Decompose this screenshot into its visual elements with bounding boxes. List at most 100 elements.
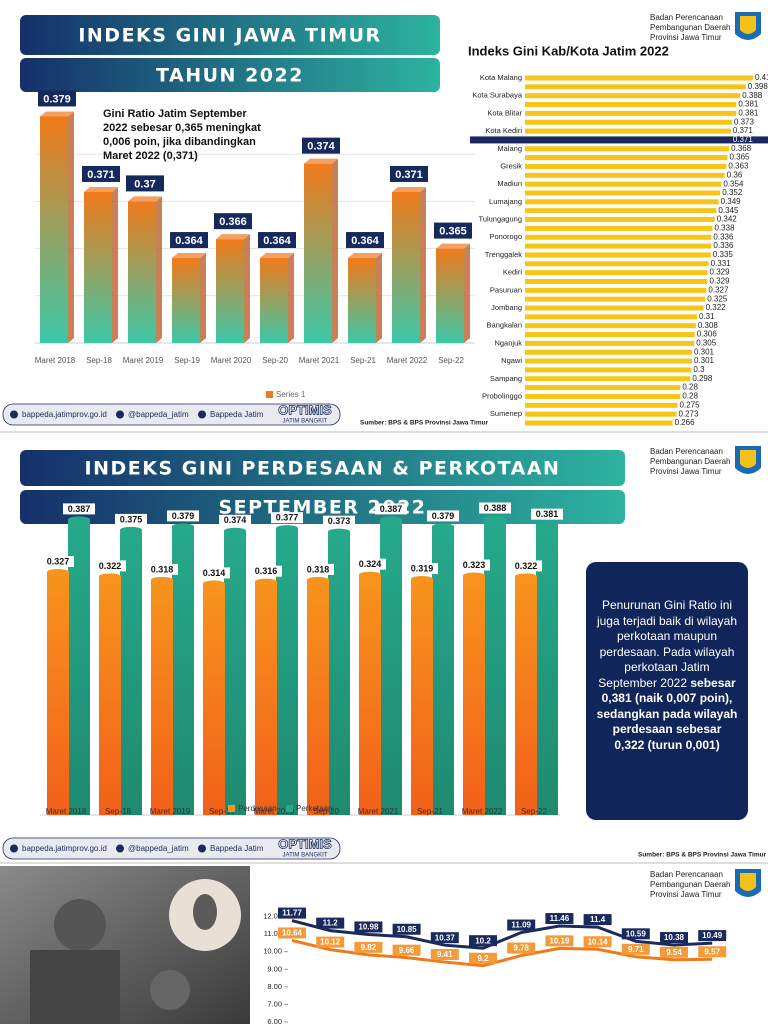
x-tick-label: Sep-20 <box>262 356 288 365</box>
value-label: 0.324 <box>359 559 382 569</box>
value-label: 0.379 <box>43 93 71 105</box>
footer-text: bappeda.jatimprov.go.id <box>22 410 107 419</box>
bar <box>380 519 402 815</box>
value-label: 11.77 <box>282 909 302 918</box>
bar-side <box>376 253 382 343</box>
bar-top <box>436 243 470 249</box>
footer-icon <box>10 844 18 853</box>
y-tick-label: Ngawi <box>501 356 522 365</box>
bar-cap <box>47 569 69 576</box>
bar <box>525 137 731 143</box>
bar-cap <box>359 571 381 578</box>
bar-side <box>68 111 74 343</box>
bar <box>536 524 558 815</box>
y-tick-label: Sumenep <box>490 409 522 418</box>
value-label: 0.37 <box>134 178 155 190</box>
bar <box>328 531 350 815</box>
legend-label: Perdesaan <box>238 804 277 813</box>
bar-cap <box>151 576 173 583</box>
bar-side <box>156 196 162 343</box>
value-label: 0.387 <box>380 504 403 514</box>
bar <box>525 261 709 267</box>
x-tick-label: Sep-22 <box>438 356 464 365</box>
emblem-inner <box>740 873 756 891</box>
value-label: 10.98 <box>358 923 379 932</box>
value-label-box <box>278 907 306 919</box>
value-label: 0.318 <box>151 564 174 574</box>
bar <box>307 579 329 815</box>
bar <box>172 258 200 343</box>
value-label: 0.273 <box>678 409 699 418</box>
value-label: 0.354 <box>723 179 744 188</box>
value-label: 9.57 <box>704 947 720 956</box>
value-label: 0.31 <box>699 312 715 321</box>
value-label-box <box>430 932 459 944</box>
bar-side <box>112 186 118 343</box>
bar <box>525 199 719 205</box>
value-label-box <box>278 927 306 939</box>
value-label: 10.49 <box>702 931 723 940</box>
bar <box>436 248 464 343</box>
value-label: 10.37 <box>435 933 456 942</box>
value-label-box <box>458 559 490 571</box>
value-label-box <box>698 946 727 958</box>
bar <box>68 519 90 815</box>
value-label: 0.349 <box>721 197 742 206</box>
value-label-box <box>583 914 612 926</box>
bar-side <box>200 253 206 343</box>
value-label: 10.59 <box>626 929 647 938</box>
value-label: 0.323 <box>463 560 486 570</box>
y-tick-label: Bangkalan <box>487 321 522 330</box>
value-label-box <box>545 913 574 925</box>
agency-name: Provinsi Jawa Timur <box>650 890 722 899</box>
value-label: 0.331 <box>711 259 732 268</box>
bar <box>304 163 332 343</box>
value-label: 9.2 <box>477 954 489 963</box>
value-label-box <box>621 943 650 955</box>
bar-top <box>40 111 74 117</box>
x-tick-label: Maret 2019 <box>123 356 164 365</box>
x-tick-label: Maret 2020 <box>211 356 252 365</box>
bar <box>525 243 712 249</box>
bar <box>515 576 537 815</box>
value-label: 0.363 <box>728 162 749 171</box>
value-label: 0.28 <box>682 392 698 401</box>
y-tick-label: Pasuruan <box>490 285 522 294</box>
bar-cap <box>120 526 142 533</box>
y-tick-label: Kota Malang <box>480 73 522 82</box>
bar-cap <box>463 572 485 579</box>
bar <box>525 93 741 99</box>
y-tick-label: Jombang <box>491 303 522 312</box>
value-label: 0.365 <box>439 226 467 238</box>
y-tick-label: Madiun <box>497 179 522 188</box>
bar <box>525 393 681 399</box>
bar-cap <box>255 578 277 585</box>
photo-figure <box>54 899 106 951</box>
value-label: 0.28 <box>682 383 698 392</box>
photo-figure <box>30 950 120 1024</box>
value-label: 0.371 <box>733 135 754 144</box>
bar <box>525 323 696 329</box>
value-label-box <box>545 935 574 947</box>
value-label: 0.368 <box>731 144 752 153</box>
emblem-inner <box>740 450 756 468</box>
value-label: 0.381 <box>536 509 559 519</box>
bar-cap <box>432 523 454 530</box>
y-tick-label: 11.00 <box>264 929 282 938</box>
value-label: 0.322 <box>99 561 122 571</box>
value-label: 0.319 <box>411 563 434 573</box>
value-label: 10.64 <box>282 929 303 938</box>
bar-side <box>464 243 470 343</box>
value-label: 0.335 <box>713 250 734 259</box>
value-label: 0.322 <box>515 561 538 571</box>
footer-text: @bappeda_jatim <box>128 844 189 853</box>
bar <box>120 529 142 815</box>
value-label: 0.371 <box>733 126 754 135</box>
bar <box>224 530 246 815</box>
value-label: 0.375 <box>120 514 143 524</box>
y-tick-label: 12.00 <box>263 912 282 921</box>
value-label: 11.46 <box>550 914 570 923</box>
value-label-box <box>469 952 497 964</box>
value-label-box <box>510 560 542 572</box>
bar <box>525 190 721 196</box>
